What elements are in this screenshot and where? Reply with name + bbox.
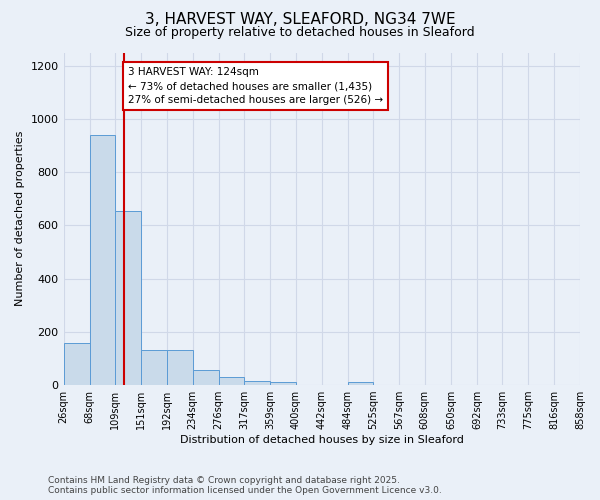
Text: Contains HM Land Registry data © Crown copyright and database right 2025.
Contai: Contains HM Land Registry data © Crown c…	[48, 476, 442, 495]
X-axis label: Distribution of detached houses by size in Sleaford: Distribution of detached houses by size …	[180, 435, 464, 445]
Bar	[141, 350, 167, 385]
Bar	[115, 211, 141, 385]
Text: 3 HARVEST WAY: 124sqm
← 73% of detached houses are smaller (1,435)
27% of semi-d: 3 HARVEST WAY: 124sqm ← 73% of detached …	[128, 67, 383, 105]
Bar	[219, 377, 244, 385]
Bar	[270, 382, 296, 385]
Bar	[244, 381, 270, 385]
Text: Size of property relative to detached houses in Sleaford: Size of property relative to detached ho…	[125, 26, 475, 39]
Bar	[348, 382, 373, 385]
Bar	[89, 135, 115, 385]
Bar	[193, 370, 219, 385]
Text: 3, HARVEST WAY, SLEAFORD, NG34 7WE: 3, HARVEST WAY, SLEAFORD, NG34 7WE	[145, 12, 455, 28]
Y-axis label: Number of detached properties: Number of detached properties	[15, 131, 25, 306]
Bar	[64, 342, 89, 385]
Bar	[167, 350, 193, 385]
